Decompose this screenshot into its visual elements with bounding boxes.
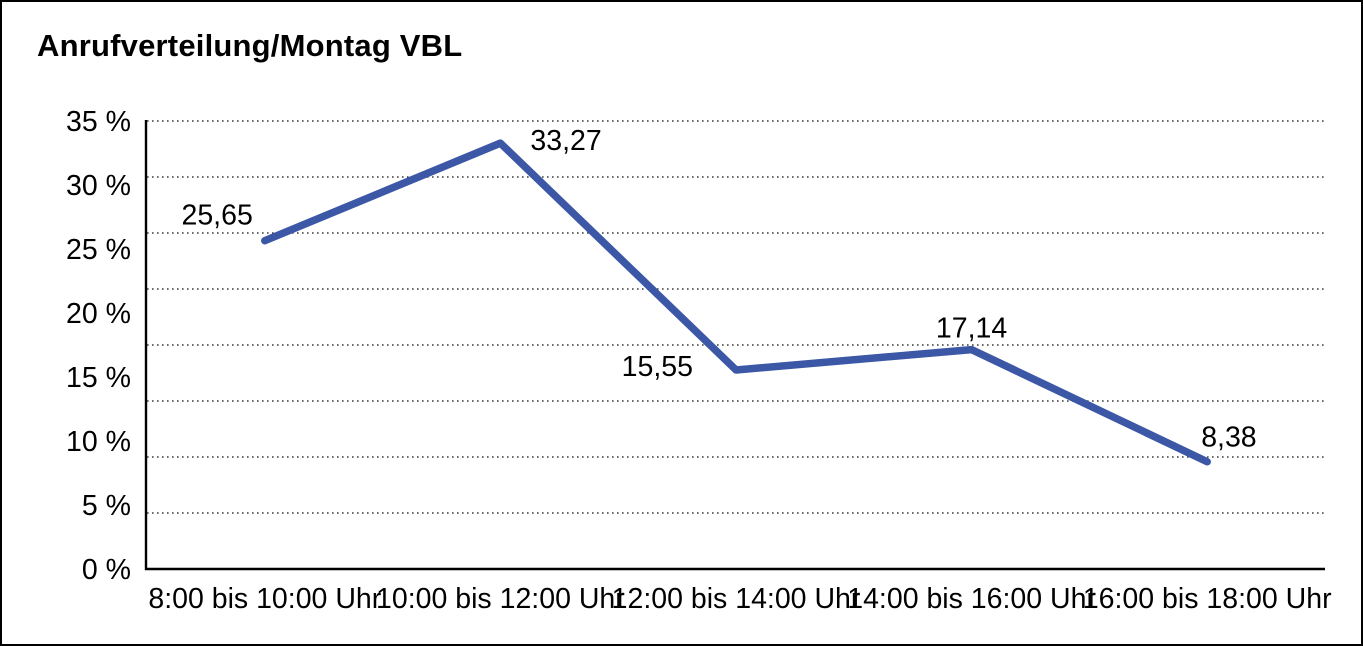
x-category-label: 8:00 bis 10:00 Uhr <box>148 583 381 615</box>
y-tick-label: 25 % <box>66 234 131 266</box>
x-category-label: 12:00 bis 14:00 Uhr <box>612 583 861 615</box>
point-value-label: 25,65 <box>181 200 252 232</box>
y-tick-label: 0 % <box>82 554 131 586</box>
y-tick-label: 20 % <box>66 298 131 330</box>
x-category-label: 16:00 bis 18:00 Uhr <box>1083 583 1332 615</box>
y-tick-label: 10 % <box>66 426 131 458</box>
point-value-label: 17,14 <box>936 313 1007 345</box>
x-category-label: 14:00 bis 16:00 Uhr <box>847 583 1096 615</box>
y-tick-label: 35 % <box>66 106 131 138</box>
series-line <box>261 139 1211 466</box>
y-tick-label: 5 % <box>82 490 131 522</box>
y-tick-label: 15 % <box>66 362 131 394</box>
x-category-label: 10:00 bis 12:00 Uhr <box>376 583 625 615</box>
point-value-label: 8,38 <box>1201 422 1256 454</box>
chart-title: Anrufverteilung/Montag VBL <box>37 28 463 63</box>
y-tick-label: 30 % <box>66 170 131 202</box>
point-value-label: 15,55 <box>622 351 693 383</box>
point-value-label: 33,27 <box>530 125 601 157</box>
